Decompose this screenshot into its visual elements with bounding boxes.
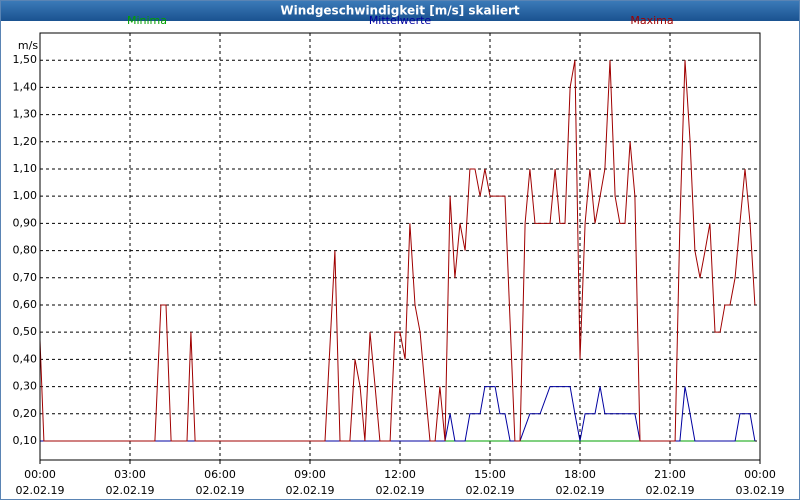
x-tick-date: 02.02.19	[376, 484, 425, 497]
x-tick-date: 02.02.19	[466, 484, 515, 497]
y-axis-unit: m/s	[18, 39, 38, 52]
x-tick-label: 21:00	[654, 468, 686, 481]
x-tick-date: 02.02.19	[646, 484, 695, 497]
y-tick-label: 1,50	[13, 53, 38, 66]
chart-title: Windgeschwindigkeit [m/s] skaliert	[280, 4, 520, 18]
series-line	[40, 386, 756, 442]
y-tick-label: 1,00	[13, 189, 38, 202]
y-tick-label: 1,20	[13, 135, 38, 148]
x-tick-label: 00:00	[744, 468, 776, 481]
x-tick-label: 00:00	[24, 468, 56, 481]
y-tick-label: 0,90	[13, 216, 38, 229]
y-tick-label: 1,30	[13, 108, 38, 121]
x-tick-label: 06:00	[204, 468, 236, 481]
x-tick-label: 18:00	[564, 468, 596, 481]
legend-label: Mittelwerte	[369, 14, 432, 27]
y-tick-label: 0,40	[13, 352, 38, 365]
legend-label: Maxima	[630, 14, 673, 27]
x-tick-date: 02.02.19	[196, 484, 245, 497]
x-tick-label: 03:00	[114, 468, 146, 481]
title-bar	[1, 1, 799, 21]
x-tick-date: 03.02.19	[736, 484, 785, 497]
y-tick-label: 0,50	[13, 325, 38, 338]
x-tick-date: 02.02.19	[16, 484, 65, 497]
y-tick-label: 0,10	[13, 434, 38, 447]
y-tick-label: 0,20	[13, 407, 38, 420]
series-line	[39, 60, 756, 442]
y-tick-label: 0,80	[13, 244, 38, 257]
x-tick-date: 02.02.19	[286, 484, 335, 497]
x-tick-label: 12:00	[384, 468, 416, 481]
y-tick-label: 0,30	[13, 380, 38, 393]
x-tick-date: 02.02.19	[106, 484, 155, 497]
y-tick-label: 0,70	[13, 271, 38, 284]
plot-frame	[39, 32, 761, 461]
x-tick-label: 15:00	[474, 468, 506, 481]
legend-label: Minima	[127, 14, 167, 27]
y-tick-label: 1,40	[13, 80, 38, 93]
x-tick-date: 02.02.19	[556, 484, 605, 497]
x-tick-label: 09:00	[294, 468, 326, 481]
y-tick-label: 0,60	[13, 298, 38, 311]
y-tick-label: 1,10	[13, 162, 38, 175]
